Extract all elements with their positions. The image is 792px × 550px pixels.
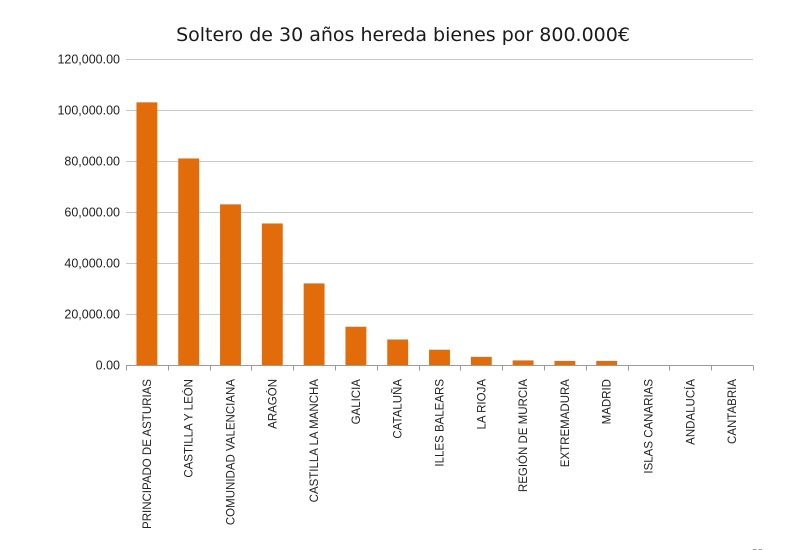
y-axis-ticks: 0.00 20,000.00 40,000.00 60,000.00 80,000.00… — [57, 53, 120, 373]
bar — [345, 326, 367, 365]
x-tick-label: ARAGÓN — [266, 379, 279, 429]
y-tick-label: 100,000.00 — [57, 104, 120, 118]
x-tick-label: MADRID — [602, 379, 614, 424]
bar — [136, 102, 158, 365]
y-tick-label: 40,000.00 — [64, 257, 120, 271]
bar — [387, 339, 409, 365]
bar — [220, 204, 241, 365]
x-tick-label: COMUNIDAD VALENCIANA — [226, 379, 238, 525]
bar — [554, 360, 576, 365]
y-tick-label: 60,000.00 — [64, 206, 120, 220]
bar — [512, 360, 534, 365]
bar — [178, 158, 200, 365]
bars — [136, 102, 618, 365]
x-tick-label: LA RIOJA — [476, 379, 488, 430]
x-tick-label: CATALUÑA — [392, 379, 405, 439]
y-tick-label: 20,000.00 — [64, 308, 120, 322]
x-axis-labels: PRINCIPADO DE ASTURIAS CASTILLA Y LEÓN COM… — [142, 379, 739, 529]
bar — [261, 223, 283, 365]
bar — [303, 283, 325, 365]
x-tick-label: CASTILLA Y LEÓN — [183, 379, 196, 478]
bar — [429, 349, 450, 365]
x-tick-label: GALICIA — [351, 379, 363, 425]
x-axis — [126, 365, 754, 371]
y-tick-label: 120,000.00 — [57, 53, 120, 67]
x-tick-label: ISLAS CANARIAS — [644, 379, 656, 474]
x-tick-label: PRINCIPADO DE ASTURIAS — [142, 379, 154, 529]
x-tick-label: ANDALUCÍA — [684, 379, 697, 445]
x-tick-label: CANTABRIA — [727, 379, 739, 444]
x-tick-label: CASTILLA LA MANCHA — [309, 379, 321, 503]
chart-title: Soltero de 30 años hereda bienes por 800… — [176, 24, 630, 46]
x-tick-label: ILLES BALEARS — [435, 379, 447, 467]
x-tick-label: REGIÓN DE MURCIA — [517, 379, 530, 492]
y-tick-label: 80,000.00 — [64, 155, 120, 169]
bar — [596, 360, 618, 365]
y-tick-label: 0.00 — [96, 359, 120, 373]
page-number: 52 — [752, 548, 764, 550]
bar — [470, 356, 492, 365]
x-tick-label: EXTREMADURA — [560, 379, 572, 468]
